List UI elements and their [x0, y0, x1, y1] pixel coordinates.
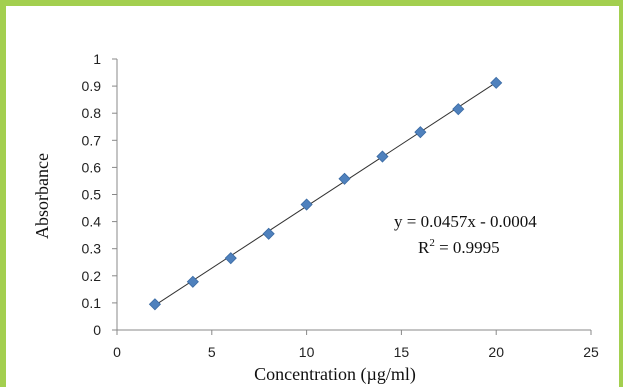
- data-point-marker: [224, 252, 237, 265]
- x-tick-label: 0: [113, 344, 121, 360]
- data-point-marker: [338, 172, 351, 185]
- data-point-marker: [376, 150, 389, 163]
- x-tick-label: 20: [488, 344, 504, 360]
- data-point-marker: [148, 298, 161, 311]
- y-tick-label: 0.4: [82, 214, 102, 230]
- x-axis-title: Concentration (µg/ml): [254, 364, 416, 385]
- trendline-group: [154, 81, 497, 306]
- x-tick-label: 5: [208, 344, 216, 360]
- y-tick-label: 0.3: [82, 241, 102, 257]
- x-tick-label: 25: [583, 344, 599, 360]
- trendline-equation: y = 0.0457x - 0.0004: [394, 212, 537, 231]
- data-point-marker: [300, 198, 313, 211]
- y-axis-ticks: 0 0.1 0.2 0.3 0.4 0.5 0.6 0.7 0.8 0.9 1: [82, 51, 117, 338]
- y-tick-label: 0.6: [82, 159, 102, 175]
- data-points: [148, 76, 503, 311]
- data-point-marker: [414, 126, 427, 139]
- y-tick-label: 0.5: [82, 187, 102, 203]
- r-squared-base: R: [418, 238, 430, 257]
- r-squared-value: = 0.9995: [435, 238, 500, 257]
- chart-axes: [116, 59, 591, 331]
- trendline: [154, 81, 497, 306]
- y-tick-label: 1: [93, 51, 101, 67]
- r-squared-label: R2 = 0.9995: [418, 237, 500, 257]
- y-tick-label: 0.7: [82, 132, 102, 148]
- y-tick-label: 0.1: [82, 295, 102, 311]
- data-point-marker: [490, 76, 503, 89]
- data-point-marker: [452, 103, 465, 116]
- y-tick-label: 0.9: [82, 78, 102, 94]
- y-axis-title: Absorbance: [32, 153, 52, 239]
- r-squared-superscript: 2: [429, 237, 435, 249]
- x-axis-ticks: 0 5 10 15 20 25: [113, 330, 599, 360]
- x-tick-label: 15: [394, 344, 410, 360]
- data-point-marker: [262, 227, 275, 240]
- data-point-marker: [186, 275, 199, 288]
- y-tick-label: 0.8: [82, 105, 102, 121]
- x-tick-label: 10: [299, 344, 315, 360]
- y-tick-label: 0.2: [82, 268, 102, 284]
- y-tick-label: 0: [93, 322, 101, 338]
